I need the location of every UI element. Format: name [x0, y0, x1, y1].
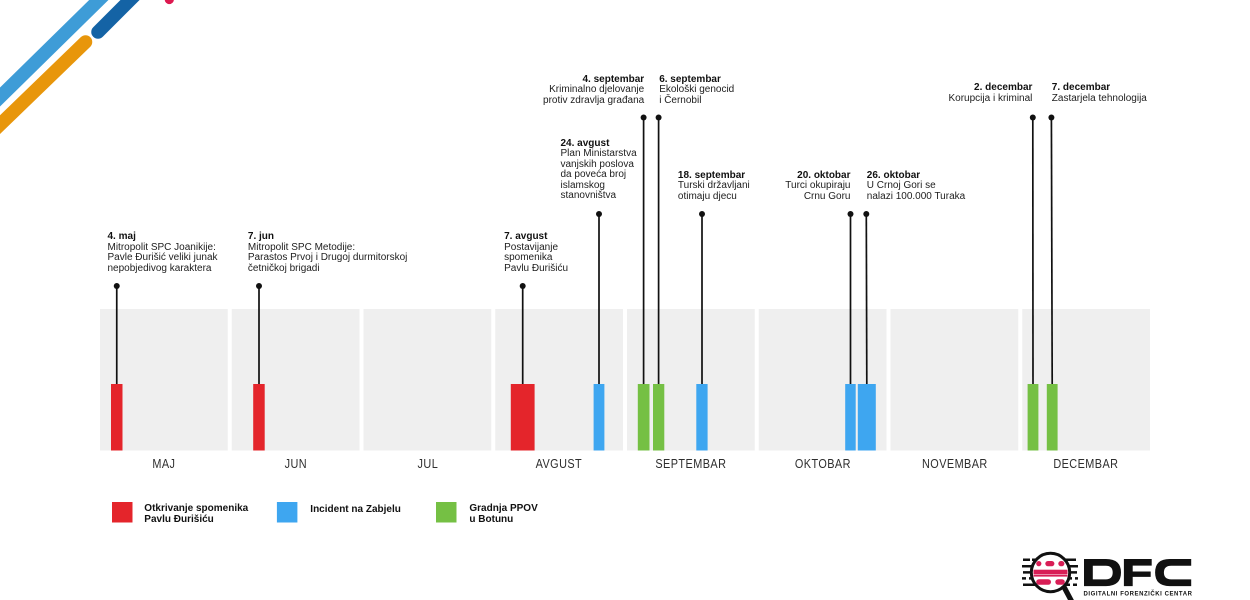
svg-text:DIGITALNI FORENZIČKI CENTAR: DIGITALNI FORENZIČKI CENTAR: [1084, 591, 1193, 598]
